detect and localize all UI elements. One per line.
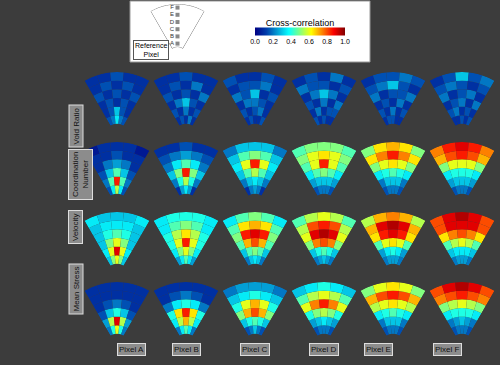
svg-text:Velocity: Velocity bbox=[71, 213, 80, 241]
svg-text:0.2: 0.2 bbox=[268, 38, 278, 45]
svg-text:Pixel A: Pixel A bbox=[119, 345, 144, 354]
svg-text:C: C bbox=[170, 26, 175, 32]
svg-text:ReferencePixel: ReferencePixel bbox=[135, 42, 167, 58]
svg-text:F: F bbox=[170, 4, 174, 10]
svg-text:B: B bbox=[170, 33, 174, 39]
svg-text:Cross-correlation: Cross-correlation bbox=[266, 18, 335, 28]
svg-text:Pixel F: Pixel F bbox=[435, 345, 460, 354]
svg-text:Pixel E: Pixel E bbox=[366, 345, 391, 354]
svg-text:CoordinationNumber: CoordinationNumber bbox=[71, 152, 90, 197]
svg-text:Mean Stress: Mean Stress bbox=[72, 267, 81, 312]
svg-text:0.6: 0.6 bbox=[304, 38, 314, 45]
svg-text:Pixel D: Pixel D bbox=[311, 345, 337, 354]
svg-text:D: D bbox=[170, 19, 175, 25]
svg-text:0.0: 0.0 bbox=[250, 38, 260, 45]
svg-text:0.4: 0.4 bbox=[286, 38, 296, 45]
svg-text:1.0: 1.0 bbox=[340, 38, 350, 45]
svg-text:Void Ratio: Void Ratio bbox=[72, 107, 81, 144]
svg-text:A: A bbox=[170, 40, 174, 46]
svg-text:0.8: 0.8 bbox=[322, 38, 332, 45]
svg-text:Pixel C: Pixel C bbox=[242, 345, 268, 354]
svg-text:Pixel B: Pixel B bbox=[174, 345, 199, 354]
svg-text:E: E bbox=[170, 11, 174, 17]
